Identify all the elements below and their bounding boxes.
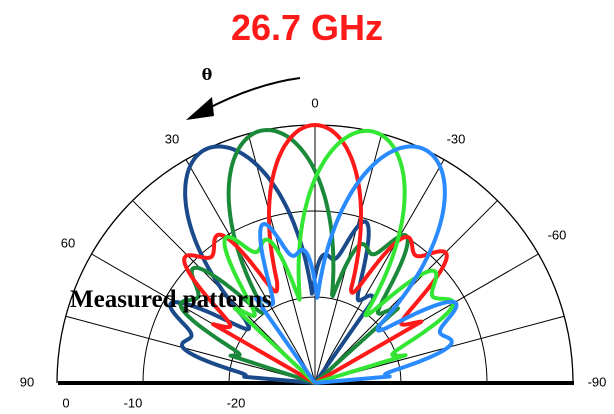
angle-tick-label: 30: [165, 131, 179, 146]
theta-axis-label: θ: [202, 65, 213, 84]
theta-direction-arrow: [186, 77, 301, 120]
pattern-series: [168, 123, 459, 385]
spoke-m30: [314, 159, 445, 384]
tick-labels: 0 30 -30 60 -60 90 -90 0 -10 -20: [20, 95, 607, 410]
measured-patterns-annotation: Measured patterns: [70, 286, 272, 313]
angle-tick-label: 0: [311, 95, 318, 110]
radial-tick-label: 0: [62, 395, 69, 410]
angle-tick-label: -90: [588, 374, 607, 389]
spoke-30: [185, 159, 316, 384]
chart-title: 26.7 GHz: [231, 7, 383, 48]
pattern-series-3: [182, 123, 449, 385]
pattern-series-1: [168, 144, 375, 385]
pattern-series-2: [178, 128, 410, 385]
radial-tick-label: -20: [227, 395, 246, 410]
angle-tick-label: 90: [20, 374, 34, 389]
angle-tick-label: -30: [447, 131, 466, 146]
polar-grid: [56, 124, 574, 385]
angle-tick-label: 60: [61, 235, 75, 250]
pattern-series-4: [222, 128, 456, 385]
spoke-75: [65, 315, 316, 384]
radial-tick-label: -10: [124, 395, 143, 410]
angle-tick-label: -60: [548, 227, 567, 242]
pattern-series-5: [254, 144, 459, 385]
